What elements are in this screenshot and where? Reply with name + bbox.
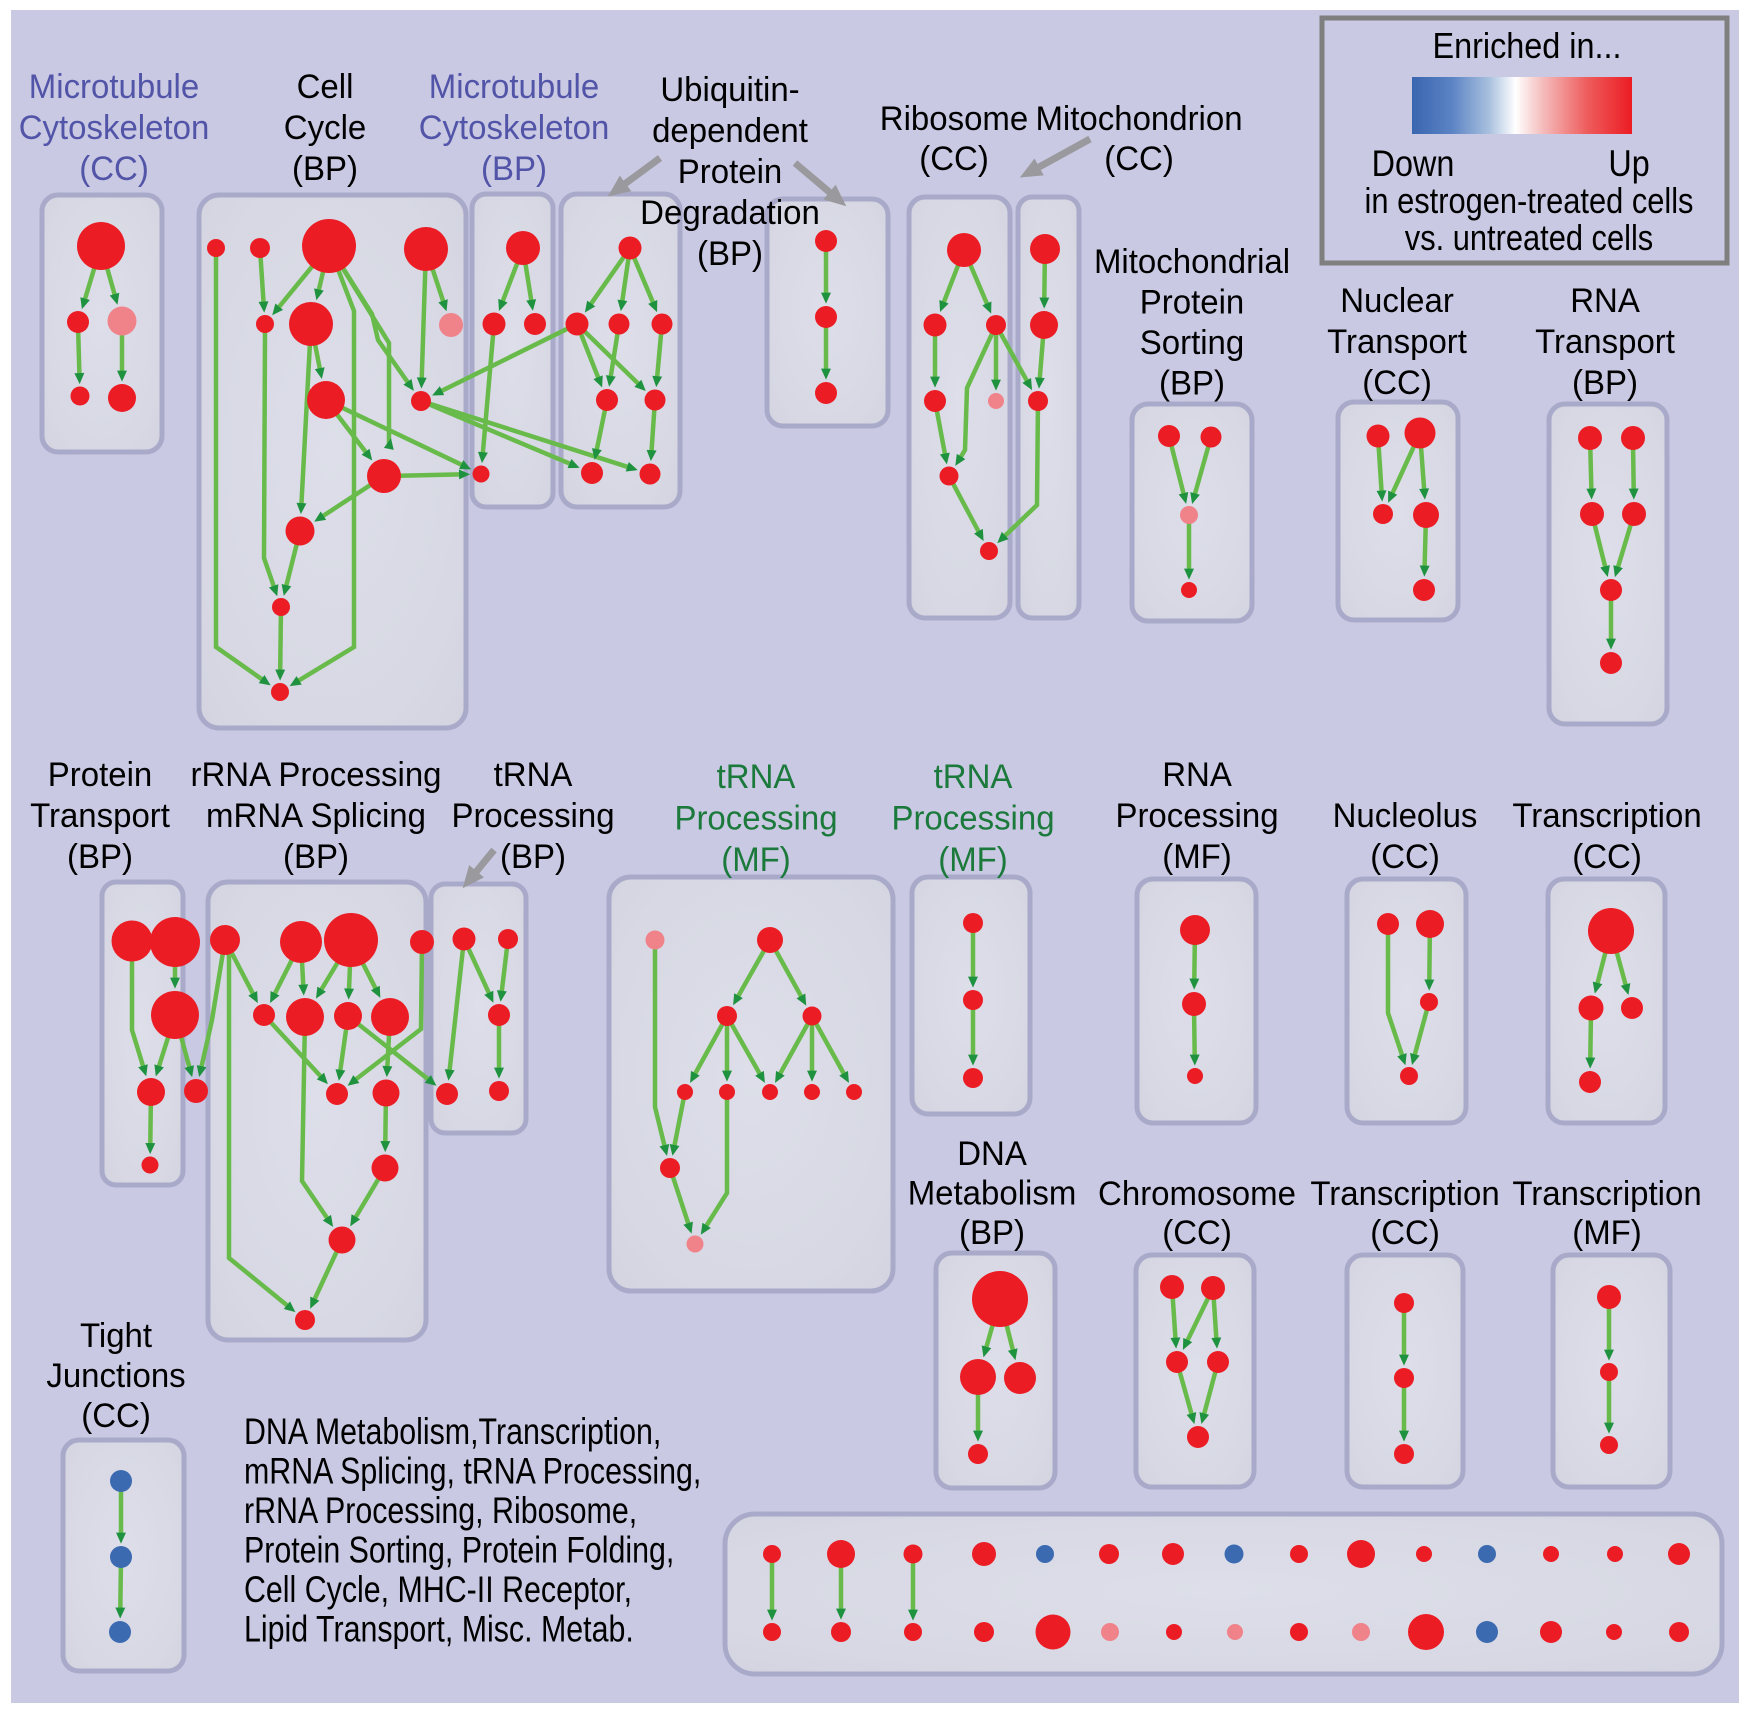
svg-text:(BP): (BP) xyxy=(67,839,133,877)
svg-text:(MF): (MF) xyxy=(1572,1215,1642,1253)
svg-text:(CC): (CC) xyxy=(81,1398,151,1436)
svg-text:in estrogen-treated cells: in estrogen-treated cells xyxy=(1365,181,1694,222)
svg-text:(BP): (BP) xyxy=(1159,365,1225,403)
svg-text:(BP): (BP) xyxy=(283,839,349,877)
svg-text:Nucleolus: Nucleolus xyxy=(1333,798,1478,836)
svg-text:Processing: Processing xyxy=(1115,798,1278,836)
svg-text:Microtubule: Microtubule xyxy=(29,69,199,107)
svg-text:mRNA Splicing: mRNA Splicing xyxy=(206,798,426,836)
svg-text:tRNA: tRNA xyxy=(934,759,1013,797)
svg-text:(CC): (CC) xyxy=(1104,141,1174,179)
svg-text:Protein: Protein xyxy=(1140,284,1244,322)
svg-text:(CC): (CC) xyxy=(1572,839,1642,877)
svg-text:tRNA: tRNA xyxy=(494,757,573,795)
svg-text:Degradation: Degradation xyxy=(640,195,820,233)
svg-text:Up: Up xyxy=(1608,144,1649,184)
svg-text:(BP): (BP) xyxy=(959,1215,1025,1253)
svg-text:Ribosome: Ribosome xyxy=(880,101,1028,139)
svg-text:(BP): (BP) xyxy=(697,236,763,274)
svg-text:rRNA Processing: rRNA Processing xyxy=(190,757,441,795)
svg-text:Transport: Transport xyxy=(1327,324,1468,362)
svg-text:Chromosome: Chromosome xyxy=(1098,1176,1296,1214)
svg-text:Protein: Protein xyxy=(678,154,782,192)
svg-text:Mitochondrial: Mitochondrial xyxy=(1094,244,1290,282)
svg-text:Mitochondrion: Mitochondrion xyxy=(1035,101,1242,139)
svg-text:Transport: Transport xyxy=(30,798,171,836)
svg-text:Processing: Processing xyxy=(674,800,837,838)
svg-text:(BP): (BP) xyxy=(481,151,547,189)
svg-text:vs. untreated cells: vs. untreated cells xyxy=(1405,218,1653,259)
svg-text:(CC): (CC) xyxy=(1162,1215,1232,1253)
svg-text:Cell: Cell xyxy=(297,69,354,107)
svg-text:Junctions: Junctions xyxy=(46,1358,185,1396)
svg-text:(MF): (MF) xyxy=(721,842,791,880)
svg-text:Enriched in...: Enriched in... xyxy=(1432,26,1621,66)
svg-text:(MF): (MF) xyxy=(1162,839,1232,877)
svg-text:dependent: dependent xyxy=(652,113,809,151)
svg-text:(BP): (BP) xyxy=(292,151,358,189)
svg-text:DNA: DNA xyxy=(957,1136,1027,1174)
svg-text:Lipid Transport, Misc. Metab.: Lipid Transport, Misc. Metab. xyxy=(244,1609,634,1651)
svg-text:Protein Sorting, Protein Foldi: Protein Sorting, Protein Folding, xyxy=(244,1530,674,1572)
svg-text:(CC): (CC) xyxy=(1370,1215,1440,1253)
svg-text:(BP): (BP) xyxy=(500,839,566,877)
svg-text:Tight: Tight xyxy=(80,1318,153,1356)
svg-text:Sorting: Sorting xyxy=(1140,325,1244,363)
svg-text:DNA Metabolism,Transcription,: DNA Metabolism,Transcription, xyxy=(244,1411,661,1453)
svg-text:Protein: Protein xyxy=(48,757,152,795)
svg-text:Microtubule: Microtubule xyxy=(429,69,599,107)
svg-text:Cell Cycle, MHC-II Receptor,: Cell Cycle, MHC-II Receptor, xyxy=(244,1569,632,1611)
svg-text:(BP): (BP) xyxy=(1572,365,1638,403)
svg-text:Cytoskeleton: Cytoskeleton xyxy=(19,110,210,148)
svg-text:(MF): (MF) xyxy=(938,842,1008,880)
svg-text:(CC): (CC) xyxy=(79,151,149,189)
svg-text:RNA: RNA xyxy=(1570,283,1640,321)
svg-text:Processing: Processing xyxy=(891,800,1054,838)
svg-text:mRNA Splicing, tRNA Processing: mRNA Splicing, tRNA Processing, xyxy=(244,1451,701,1493)
svg-text:Transport: Transport xyxy=(1535,324,1676,362)
svg-text:RNA: RNA xyxy=(1162,757,1232,795)
svg-text:Transcription: Transcription xyxy=(1512,1176,1701,1214)
svg-text:Processing: Processing xyxy=(451,798,614,836)
svg-text:Down: Down xyxy=(1372,144,1455,184)
svg-text:Metabolism: Metabolism xyxy=(908,1175,1077,1213)
svg-text:Nuclear: Nuclear xyxy=(1340,283,1454,321)
svg-text:(CC): (CC) xyxy=(919,141,989,179)
svg-text:Cytoskeleton: Cytoskeleton xyxy=(419,110,610,148)
svg-text:Ubiquitin-: Ubiquitin- xyxy=(660,72,799,110)
svg-text:Cycle: Cycle xyxy=(284,110,366,148)
svg-text:(CC): (CC) xyxy=(1362,365,1432,403)
svg-text:Transcription: Transcription xyxy=(1310,1176,1499,1214)
svg-text:Transcription: Transcription xyxy=(1512,798,1701,836)
svg-text:tRNA: tRNA xyxy=(717,759,796,797)
svg-text:(CC): (CC) xyxy=(1370,839,1440,877)
svg-text:rRNA Processing, Ribosome,: rRNA Processing, Ribosome, xyxy=(244,1490,637,1532)
